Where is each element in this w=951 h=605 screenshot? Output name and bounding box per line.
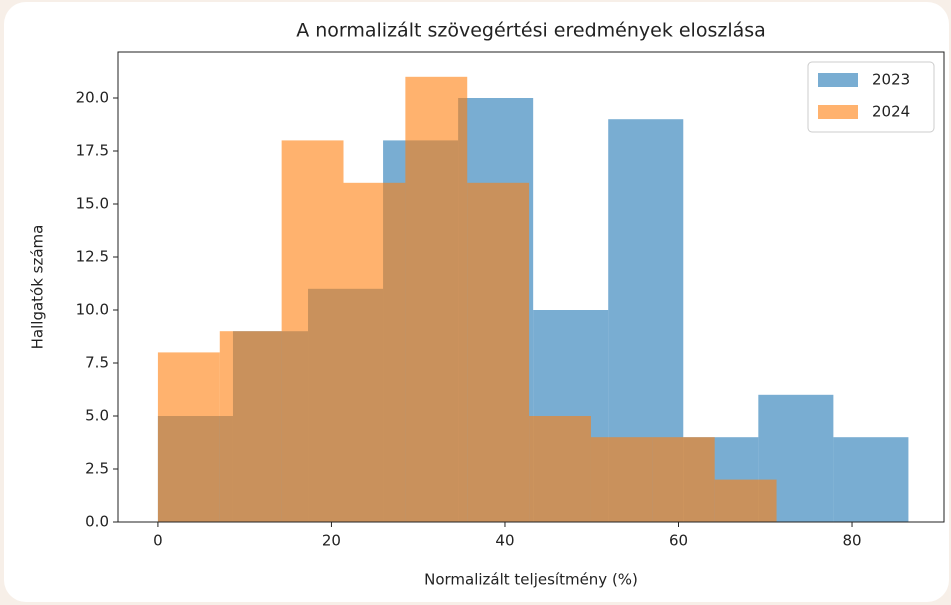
x-tick-label: 40	[495, 532, 514, 550]
bar	[405, 76, 468, 523]
y-tick-label: 10.0	[76, 301, 109, 319]
y-tick-label: 15.0	[76, 195, 109, 213]
bar	[590, 437, 653, 522]
chart-title: A normalizált szövegértési eredmények el…	[296, 20, 766, 42]
y-axis-label: Hallgatók száma	[29, 225, 47, 350]
bar	[157, 352, 220, 522]
bar	[281, 140, 344, 522]
x-tick-label: 80	[842, 532, 861, 550]
bar	[219, 331, 282, 522]
y-tick-label: 2.5	[85, 460, 109, 478]
x-tick-label: 0	[153, 532, 163, 550]
y-tick-label: 17.5	[76, 142, 109, 160]
legend	[807, 61, 935, 133]
y-tick-label: 0.0	[85, 513, 109, 531]
x-tick-label: 60	[669, 532, 688, 550]
bar	[529, 416, 591, 522]
bar	[833, 437, 909, 522]
bar	[343, 182, 406, 522]
y-tick-label: 5.0	[85, 407, 109, 425]
legend-swatch	[818, 73, 858, 87]
x-axis-label: Normalizált teljesítmény (%)	[424, 571, 638, 589]
legend-label: 2023	[872, 71, 910, 89]
bar	[652, 437, 715, 522]
y-tick-label: 12.5	[76, 248, 109, 266]
bar	[714, 479, 777, 522]
y-tick-label: 7.5	[85, 354, 109, 372]
legend-swatch	[818, 105, 858, 119]
x-tick-label: 20	[322, 532, 341, 550]
bar	[467, 182, 530, 522]
plot-frame	[117, 51, 945, 523]
legend-label: 2024	[872, 103, 910, 121]
y-tick-label: 20.0	[76, 89, 109, 107]
